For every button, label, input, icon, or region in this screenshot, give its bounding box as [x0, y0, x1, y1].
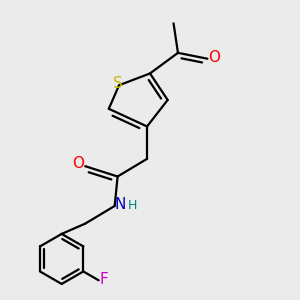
- Text: O: O: [72, 156, 84, 171]
- Text: N: N: [115, 197, 126, 212]
- Text: F: F: [100, 272, 108, 287]
- Text: H: H: [128, 200, 137, 212]
- Text: O: O: [208, 50, 220, 65]
- Text: S: S: [113, 76, 122, 91]
